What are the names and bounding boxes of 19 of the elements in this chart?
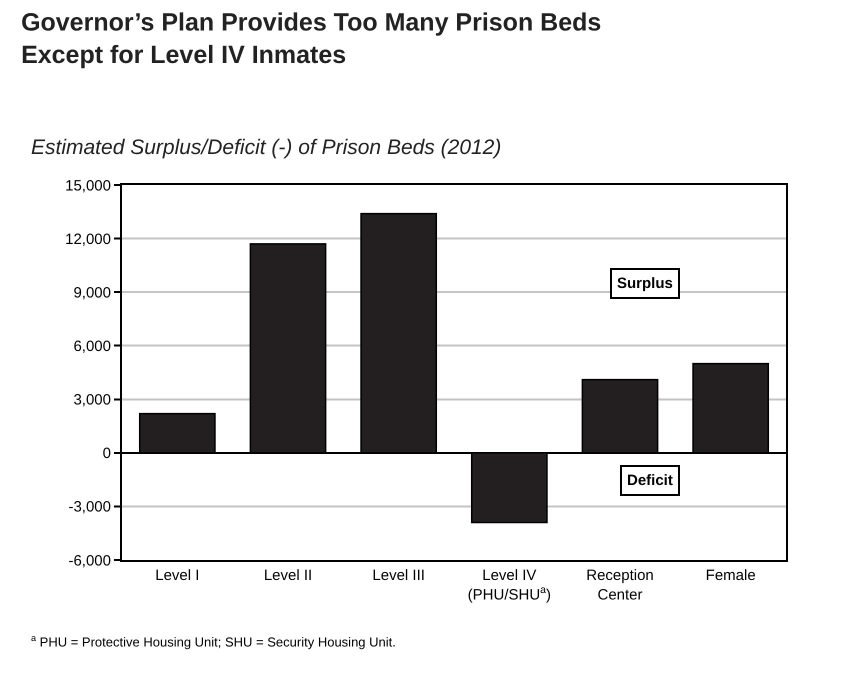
x-tick-label: Level IV (PHU/SHU$^{a}$) <box>468 567 552 604</box>
text: $^{a}$ PHU = Protective Housing Unit; SHU = Security Housing Unit. <box>31 633 396 650</box>
annotation: Deficit <box>627 472 673 489</box>
y-tick-label: 15,000 <box>65 177 111 194</box>
y-tick-label: 12,000 <box>65 230 111 248</box>
x-tick-label: Level II <box>264 567 312 584</box>
y-tick-label: -6,000 <box>68 552 111 570</box>
chart-subtitle: Estimated Surplus/Deficit (-) of Prison Beds (2012) <box>31 136 502 159</box>
y-tick-label: 9,000 <box>73 284 111 302</box>
annotation: Surplus <box>617 275 673 292</box>
x-tick-label: Female <box>706 567 756 584</box>
chart-title: Governor’s Plan Provides Too Many Prison Beds Except for Level IV Inmates <box>21 8 602 69</box>
x-tick-label: Reception Center <box>586 567 654 604</box>
y-tick-label: -3,000 <box>68 498 111 516</box>
x-tick-label: Level I <box>155 567 200 584</box>
y-tick-label: 0 <box>102 445 111 462</box>
y-tick-label: 6,000 <box>73 338 111 355</box>
y-tick-label: 3,000 <box>73 392 111 409</box>
x-tick-label: Level III <box>372 567 425 584</box>
